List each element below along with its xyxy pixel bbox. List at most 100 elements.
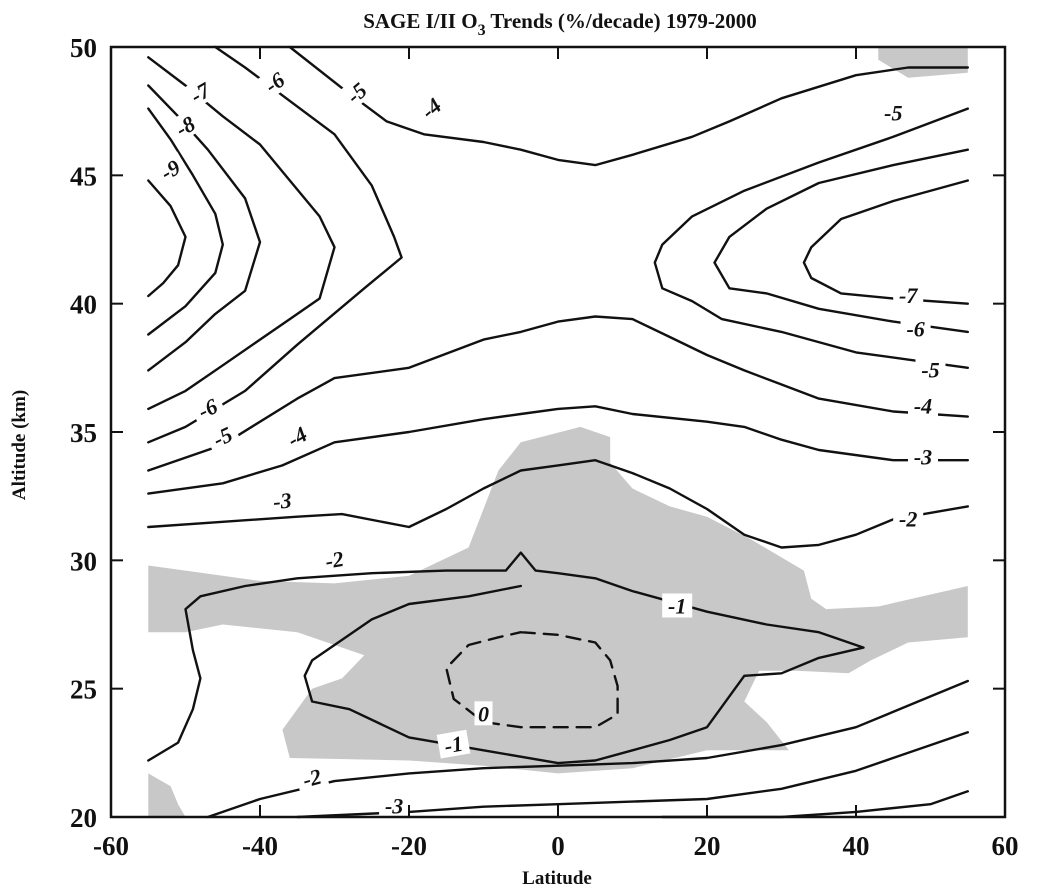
- contour-line-8: [653, 107, 969, 369]
- contour-line-7: [147, 315, 969, 472]
- contour-label: -4: [416, 93, 446, 124]
- contour-label: -5: [921, 357, 939, 382]
- contour-line-6: [288, 45, 969, 167]
- contour-label-group-17: -3: [266, 487, 299, 515]
- contour-label: -5: [884, 101, 902, 126]
- contour-label: -4: [914, 393, 932, 418]
- chart-title-suffix: Trends (%/decade) 1979-2000: [486, 9, 757, 33]
- y-axis-tick-labels: 20 25 30 35 40 45 50: [70, 33, 97, 833]
- x-axis-tick-labels: -60 -40 -20 0 20 40 60: [93, 831, 1019, 861]
- contour-label: -6: [906, 316, 924, 341]
- contour-label: -3: [385, 794, 403, 819]
- contour-label-bg: [900, 316, 931, 341]
- contour-label-bg: [893, 506, 924, 531]
- contour-label: -2: [323, 546, 345, 574]
- contour-label-group-2: -6: [255, 63, 294, 101]
- contour-label-bg: [662, 593, 693, 618]
- x-axis-title: Latitude: [522, 868, 592, 888]
- significance-region-2: [148, 773, 186, 817]
- contour-label-bg: [317, 544, 352, 574]
- contour-label-bg: [908, 444, 938, 469]
- contour-label-group-12: -3: [908, 444, 938, 470]
- contour-label: -1: [668, 594, 686, 619]
- contour-label-group-6: -9: [151, 151, 190, 188]
- y-tick-label: 25: [70, 675, 97, 705]
- contour-line-11: [147, 405, 969, 495]
- contour-line-10: [802, 179, 969, 305]
- chart-title-subscript: 3: [478, 22, 486, 39]
- y-tick-label: 40: [70, 290, 97, 320]
- contour-label-bg: [436, 729, 471, 759]
- contour-label-bg: [893, 283, 924, 307]
- contour-label-group-10: -5: [915, 357, 946, 382]
- x-tick-label: -60: [93, 831, 129, 861]
- contour-label-group-3: -5: [337, 73, 376, 112]
- contour-label-bg: [878, 100, 909, 125]
- contour-label-bg: [255, 63, 294, 101]
- y-tick-label: 30: [70, 546, 97, 576]
- contour-label: -3: [272, 488, 292, 515]
- contour-label-group-1: -7: [180, 74, 219, 111]
- y-tick-label: 35: [70, 418, 97, 448]
- contour-line-9: [713, 148, 969, 334]
- contour-lines: [147, 45, 969, 819]
- significance-region-3: [878, 47, 968, 78]
- contour-line-5: [147, 45, 403, 444]
- contour-label-group-23: -3: [379, 793, 410, 819]
- contour-line-3: [147, 84, 262, 372]
- y-axis-title: Altitude (km): [9, 390, 30, 500]
- contour-label-bg: [188, 390, 227, 426]
- contour-label-group-8: -7: [893, 283, 924, 308]
- chart-title-prefix: SAGE I/II O: [363, 9, 477, 33]
- significance-regions: [148, 47, 968, 817]
- y-tick-label: 45: [70, 161, 97, 191]
- contour-label-bg: [266, 487, 299, 514]
- y-tick-label: 50: [70, 33, 97, 63]
- x-tick-label: -40: [242, 831, 278, 861]
- contour-label: -5: [342, 77, 372, 108]
- contour-line-12: [147, 459, 969, 549]
- contour-label: -1: [442, 731, 464, 759]
- contour-label-group-7: -5: [878, 100, 909, 126]
- contour-label-bg: [166, 107, 204, 144]
- contour-label-bg: [203, 418, 242, 454]
- contour-label-bg: [151, 151, 190, 188]
- contour-label: -3: [914, 445, 932, 470]
- contour-label-bg: [379, 793, 410, 818]
- contour-label-bg: [337, 73, 376, 112]
- contour-label: -2: [899, 506, 917, 531]
- contour-label-bg: [294, 762, 330, 794]
- chart-title: SAGE I/II O3 Trends (%/decade) 1979-2000: [363, 9, 757, 39]
- contour-label-group-22: -2: [294, 762, 330, 794]
- contour-label-bg: [915, 357, 946, 382]
- contour-label-group-20: 0: [474, 701, 493, 726]
- contour-line-17: [661, 790, 969, 819]
- y-tick-label: 20: [70, 803, 97, 833]
- x-tick-label: 40: [843, 831, 870, 861]
- contour-line-14: [445, 631, 619, 729]
- contour-label-bg: [277, 418, 316, 455]
- contour-label-group-11: -4: [908, 393, 938, 418]
- contour-label-bg: [908, 393, 938, 418]
- contour-line-2: [147, 107, 225, 336]
- x-tick-label: 60: [992, 831, 1019, 861]
- contour-label: -7: [899, 283, 918, 308]
- contour-label-bg: [180, 74, 219, 111]
- contour-label: 0: [478, 701, 489, 726]
- contour-labels: -7 -6 -5 -4-8-9-5-7-6-5-4-3-2-6-5 -4-3-2-10-…: [151, 63, 946, 819]
- contour-label-group-9: -6: [900, 316, 931, 341]
- x-tick-label: -20: [391, 831, 427, 861]
- significance-region-1: [148, 426, 968, 774]
- contour-label-bg: [411, 88, 450, 127]
- contour-label-group-18: -2: [317, 544, 352, 574]
- contour-label-bg: [474, 701, 493, 726]
- x-tick-label: 20: [694, 831, 721, 861]
- contour-label-group-4: -4: [411, 88, 450, 127]
- contour-line-1: [147, 179, 187, 298]
- contour-line-4: [147, 56, 336, 411]
- contour-label-group-13: -2: [893, 506, 924, 531]
- contour-label-group-21: -1: [436, 729, 471, 759]
- contour-label-group-19: -1: [662, 593, 693, 619]
- plot-frame: [109, 45, 1007, 819]
